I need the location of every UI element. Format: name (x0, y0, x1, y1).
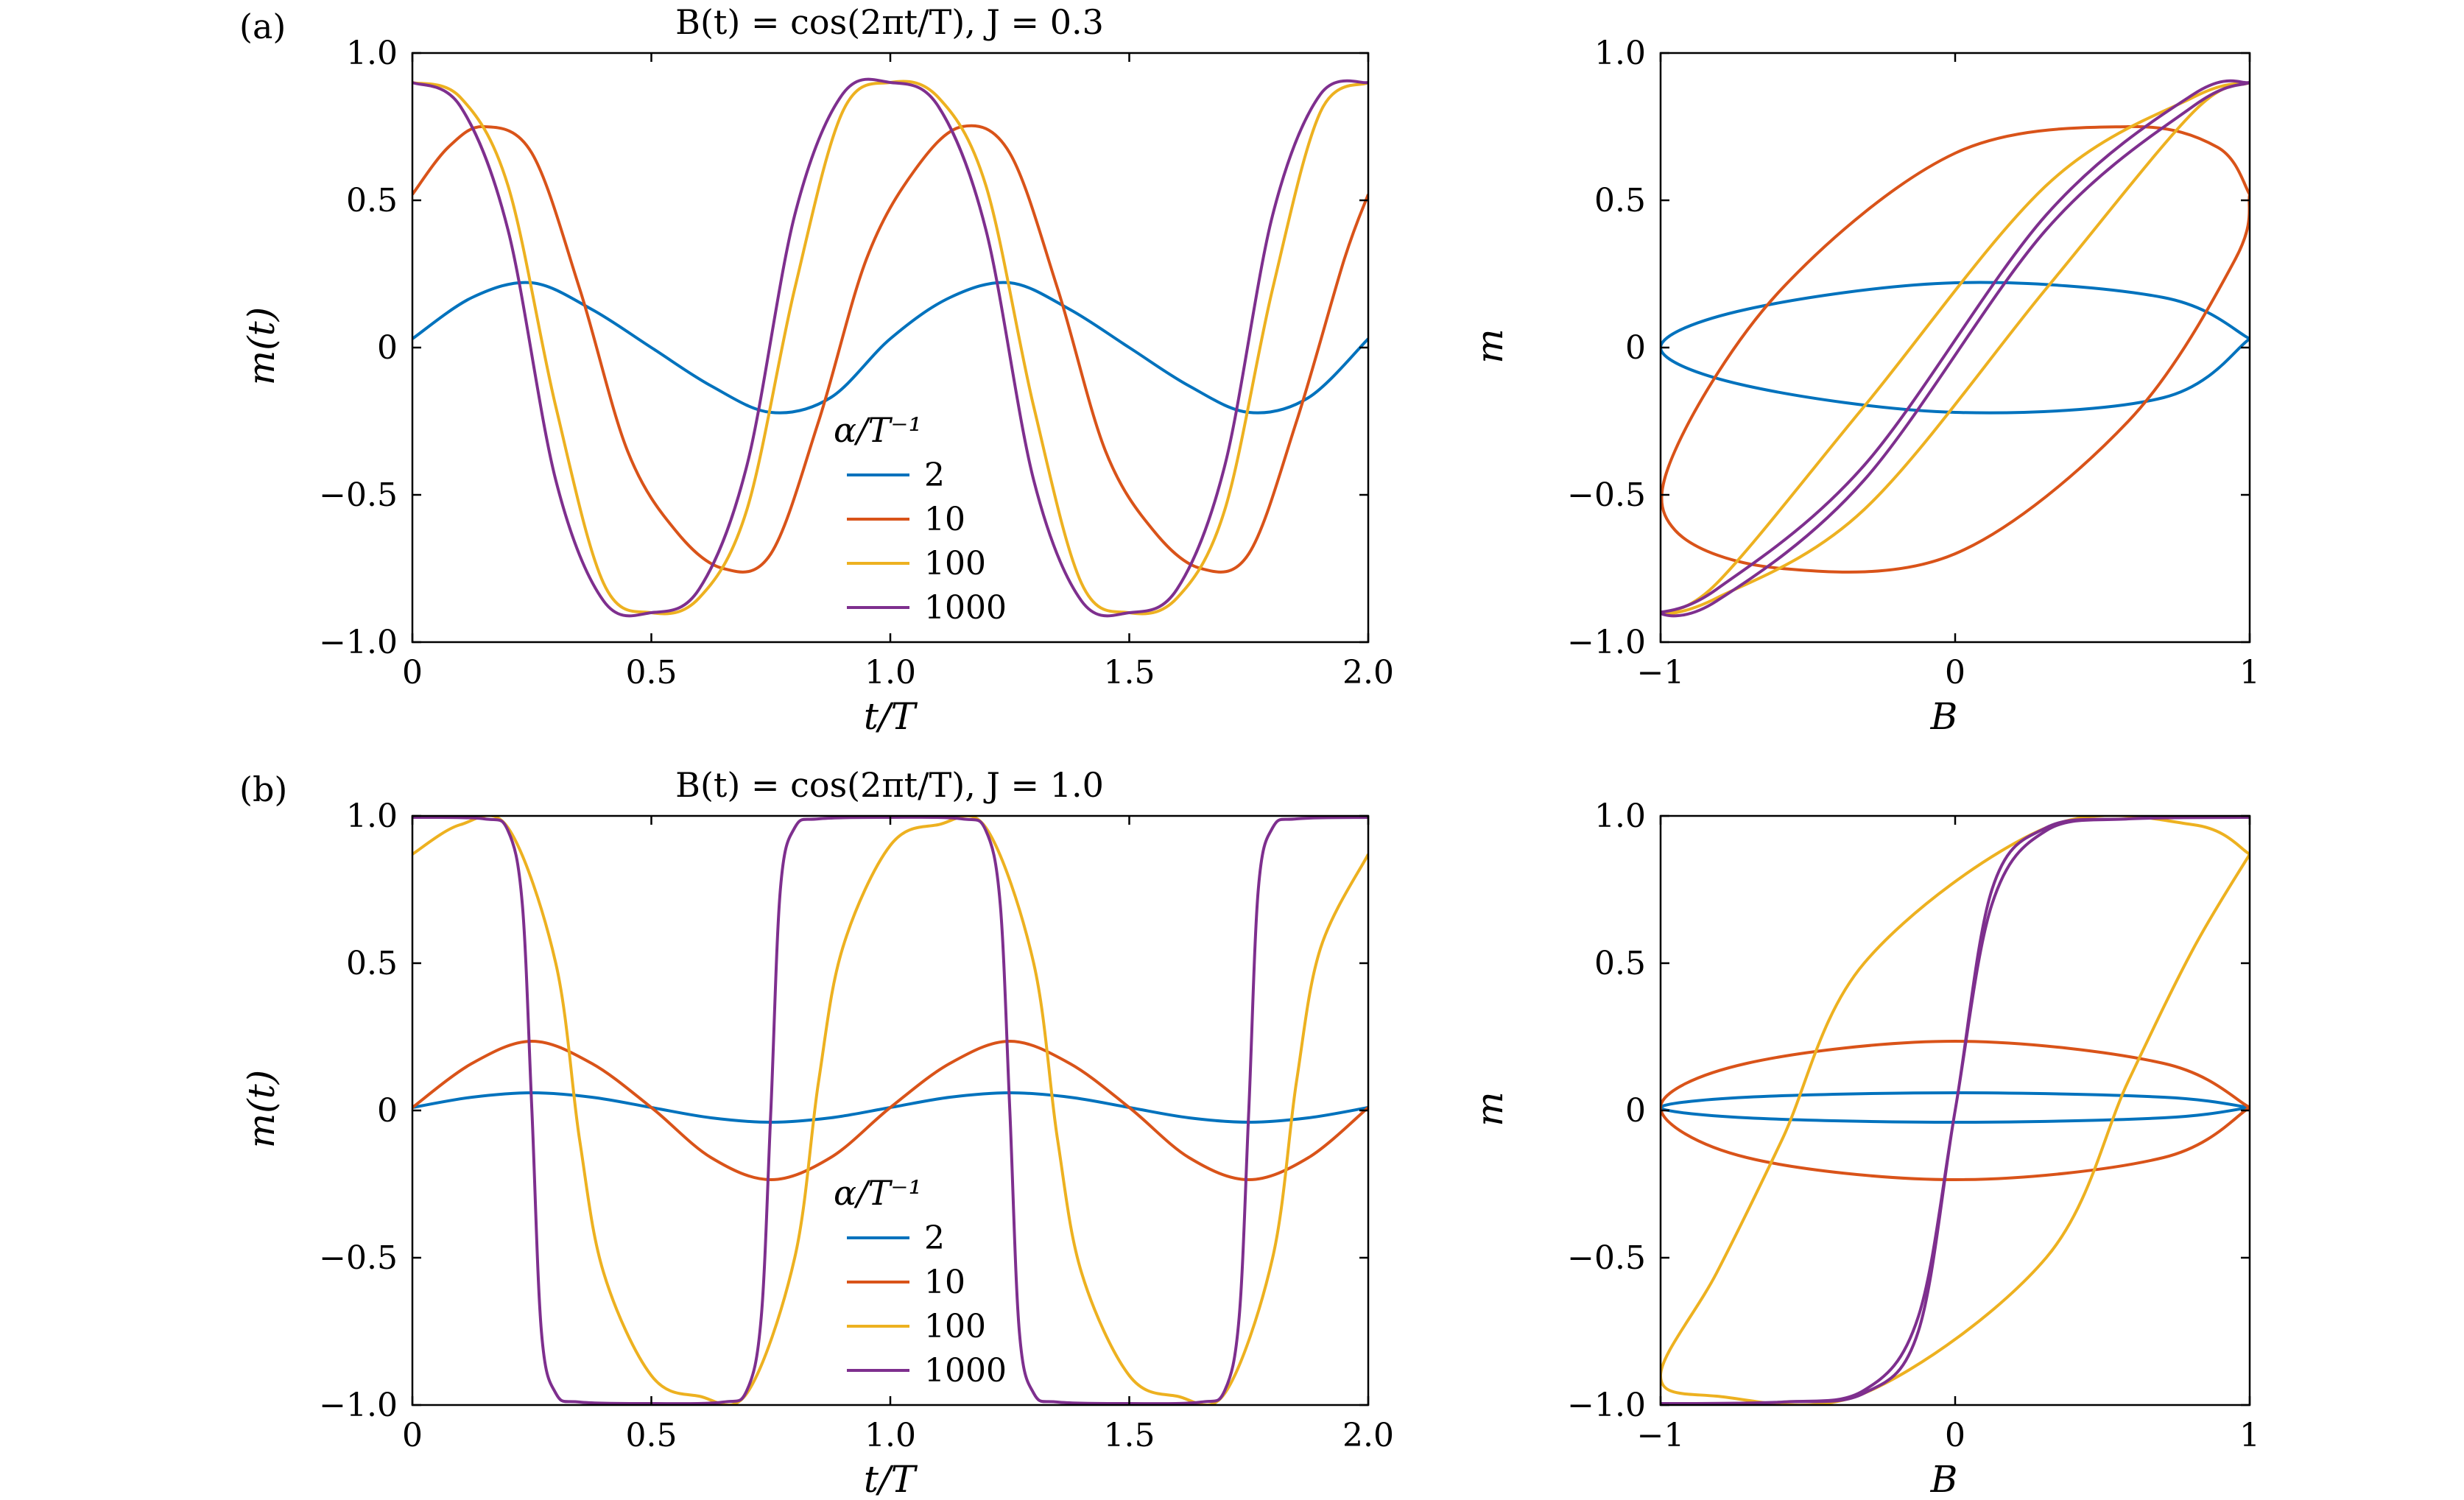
legend-label-10: 10 (924, 1264, 965, 1301)
y-axis-label: m (1468, 328, 1511, 363)
plot-area: −1 0 1 −1.0 −0.5 0 0.5 1.0 (1567, 35, 2260, 691)
series-line-0 (1661, 1091, 2250, 1124)
x-tick-label: 1.0 (865, 1417, 916, 1454)
panel-b-time-plot: (b) B(t) = cos(2πt/T), J = 1.0 0 0.5 1.0 1.… (239, 765, 1394, 1500)
legend: α/T⁻¹ 2 10 100 1000 (834, 1173, 1007, 1390)
y-tick-label: −1.0 (319, 1387, 398, 1424)
series-line-1 (1661, 1040, 2250, 1181)
x-axis-label: t/T (864, 1458, 918, 1500)
x-axis-label: t/T (864, 695, 918, 738)
y-tick-label: 1.0 (1594, 797, 1646, 835)
series-group (412, 77, 1368, 618)
y-tick-label: 0 (1625, 329, 1646, 367)
x-axis-label: B (1930, 695, 1958, 738)
x-tick-label: −1 (1637, 1417, 1685, 1454)
series-line-2 (412, 281, 1368, 415)
y-tick-label: −1.0 (319, 624, 398, 661)
y-tick-label: −1.0 (1567, 624, 1646, 661)
panel-title: B(t) = cos(2πt/T), J = 0.3 (675, 2, 1104, 42)
legend: α/T⁻¹ 2 10 100 1000 (834, 410, 1007, 627)
x-tick-label: 0.5 (626, 654, 677, 691)
x-tick-label: 0 (402, 1417, 423, 1454)
x-tick-label: 0.5 (626, 1417, 677, 1454)
y-axis-label: m(t) (240, 1070, 283, 1149)
series-line-1000 (412, 77, 1368, 618)
x-tick-label: −1 (1637, 654, 1685, 691)
y-tick-label: −0.5 (1567, 1239, 1646, 1277)
x-tick-label: 0 (1945, 1417, 1965, 1454)
y-tick-label: −0.5 (1567, 476, 1646, 514)
x-tick-label: 2.0 (1342, 1417, 1394, 1454)
x-tick-label: 0 (1945, 654, 1965, 691)
legend-title: α/T⁻¹ (834, 410, 922, 450)
plot-area: −1 0 1 −1.0 −0.5 0 0.5 1.0 (1567, 797, 2260, 1454)
legend-label-100: 100 (924, 1308, 986, 1345)
x-axis-label: B (1930, 1458, 1958, 1500)
series-line-2 (1661, 81, 2250, 616)
y-axis-label: m(t) (240, 307, 283, 386)
plot-area: 0 0.5 1.0 1.5 2.0 −1.0 −0.5 0 0.5 1.0 (319, 35, 1394, 691)
y-tick-label: 0 (1625, 1092, 1646, 1130)
legend-label-100: 100 (924, 545, 986, 582)
panel-label: (a) (239, 7, 286, 46)
y-tick-label: 0 (377, 329, 398, 367)
y-tick-label: 1.0 (346, 35, 398, 72)
series-line-3 (1661, 816, 2250, 1405)
legend-label-1000: 1000 (924, 1352, 1007, 1390)
series-line-3 (1661, 79, 2250, 618)
x-tick-label: 1.0 (865, 654, 916, 691)
y-tick-label: 0 (377, 1092, 398, 1130)
series-line-10 (412, 124, 1368, 574)
y-tick-label: 0.5 (346, 945, 398, 982)
y-tick-label: 0.5 (1594, 945, 1646, 982)
series-line-1 (1661, 124, 2250, 574)
panel-title: B(t) = cos(2πt/T), J = 1.0 (675, 765, 1104, 805)
panel-label: (b) (239, 770, 287, 809)
x-tick-label: 0 (402, 654, 423, 691)
x-tick-label: 1 (2239, 654, 2260, 691)
legend-label-2: 2 (924, 457, 945, 494)
series-line-10 (412, 1040, 1368, 1181)
y-tick-label: −0.5 (319, 1239, 398, 1277)
legend-title: α/T⁻¹ (834, 1173, 922, 1213)
legend-label-2: 2 (924, 1219, 945, 1257)
panel-a-time-plot: (a) B(t) = cos(2πt/T), J = 0.3 0 0.5 1.0 1.… (239, 2, 1394, 738)
y-tick-label: −0.5 (319, 476, 398, 514)
y-tick-label: 1.0 (1594, 35, 1646, 72)
y-tick-label: 0.5 (346, 182, 398, 219)
panel-b-hysteresis-plot: −1 0 1 −1.0 −0.5 0 0.5 1.0 B m (1468, 797, 2260, 1500)
plot-area: 0 0.5 1.0 1.5 2.0 −1.0 −0.5 0 0.5 1.0 (319, 797, 1394, 1454)
x-tick-label: 1.5 (1104, 1417, 1155, 1454)
x-tick-label: 2.0 (1342, 654, 1394, 691)
y-tick-label: −1.0 (1567, 1387, 1646, 1424)
series-line-100 (412, 816, 1368, 1405)
y-axis-label: m (1468, 1091, 1511, 1126)
y-tick-label: 1.0 (346, 797, 398, 835)
panel-a-hysteresis-plot: −1 0 1 −1.0 −0.5 0 0.5 1.0 B m (1468, 35, 2260, 738)
legend-label-1000: 1000 (924, 589, 1007, 627)
y-tick-label: 0.5 (1594, 182, 1646, 219)
x-tick-label: 1.5 (1104, 654, 1155, 691)
legend-label-10: 10 (924, 501, 965, 538)
x-tick-label: 1 (2239, 1417, 2260, 1454)
